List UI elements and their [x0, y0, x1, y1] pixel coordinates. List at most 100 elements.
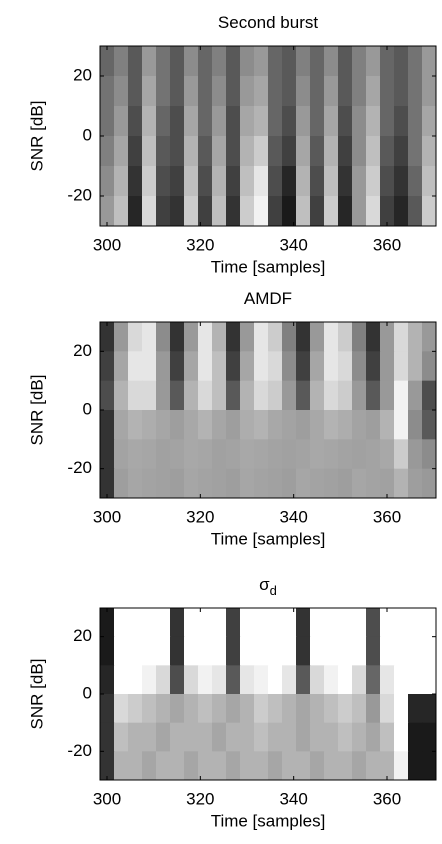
heatmap-cell	[408, 410, 423, 440]
heatmap-cell	[240, 136, 255, 167]
heatmap-cell	[324, 665, 339, 695]
title-text: AMDF	[244, 289, 292, 308]
heatmap-cell	[156, 608, 171, 638]
heatmap-cell	[142, 322, 157, 352]
heatmap-cell	[310, 468, 325, 498]
heatmap-cell	[240, 636, 255, 666]
heatmap-cell	[366, 106, 381, 137]
heatmap-cell	[352, 351, 367, 382]
heatmap-cell	[296, 106, 311, 137]
title-text: Second burst	[218, 13, 318, 32]
heatmap-cell	[338, 439, 353, 470]
heatmap-cell	[268, 468, 283, 498]
heatmap-cell	[296, 608, 311, 638]
heatmap-cell	[422, 722, 436, 752]
x-tick-label: 300	[93, 235, 121, 254]
heatmap-cell	[282, 694, 297, 724]
x-tick-label: 340	[279, 789, 307, 808]
heatmap-cell	[366, 46, 381, 77]
heatmap-cell	[352, 468, 367, 498]
y-tick-label: -20	[67, 458, 92, 477]
heatmap-cell	[198, 106, 213, 137]
heatmap-cell	[170, 76, 185, 107]
heatmap-cell	[324, 694, 339, 724]
heatmap-cell	[100, 468, 115, 498]
x-axis-label: Time [samples]	[211, 811, 326, 830]
heatmap-cell	[352, 665, 367, 695]
heatmap-cell	[324, 439, 339, 470]
heatmap-cell	[338, 636, 353, 666]
heatmap-cell	[380, 196, 395, 226]
heatmap-cell	[142, 46, 157, 77]
heatmap-cell	[282, 439, 297, 470]
heatmap-cell	[114, 665, 129, 695]
heatmap-cell	[422, 322, 436, 352]
heatmap-cell	[212, 380, 227, 411]
heatmap-cell	[310, 76, 325, 107]
heatmap-cell	[240, 322, 255, 352]
heatmap-cell	[184, 636, 199, 666]
heatmap-cell	[170, 106, 185, 137]
heatmap-cell	[366, 694, 381, 724]
heatmap-cell	[338, 351, 353, 382]
heatmap-cell	[254, 694, 269, 724]
heatmap-cell	[268, 351, 283, 382]
heatmap-cell	[254, 351, 269, 382]
heatmap-cell	[170, 751, 185, 780]
heatmap-cell	[422, 166, 436, 197]
heatmap-cell	[338, 751, 353, 780]
heatmap-cell	[198, 380, 213, 411]
y-tick-label: -20	[67, 741, 92, 760]
heatmap-cell	[324, 636, 339, 666]
heatmap-cell	[366, 351, 381, 382]
y-axis-label: SNR [dB]	[27, 659, 46, 730]
heatmap-cell	[212, 196, 227, 226]
heatmap-cell	[408, 166, 423, 197]
x-tick-label: 320	[186, 507, 214, 526]
heatmap-cell	[114, 694, 129, 724]
heatmap-cell	[254, 439, 269, 470]
heatmap-cell	[366, 665, 381, 695]
heatmap-cell	[310, 665, 325, 695]
heatmap-cell	[254, 380, 269, 411]
heatmap-cell	[394, 694, 409, 724]
heatmap-cell	[338, 665, 353, 695]
heatmap-cell	[296, 46, 311, 77]
heatmap-cell	[212, 351, 227, 382]
heatmap-cell	[310, 166, 325, 197]
heatmap-cell	[128, 166, 143, 197]
heatmap-cell	[324, 410, 339, 440]
heatmap-cell	[142, 751, 157, 780]
heatmap-cell	[156, 751, 171, 780]
heatmap-cell	[268, 636, 283, 666]
heatmap-cell	[268, 608, 283, 638]
x-tick-label: 320	[186, 235, 214, 254]
heatmap-cell	[114, 322, 129, 352]
heatmap-cell	[128, 751, 143, 780]
heatmap-cell	[212, 439, 227, 470]
heatmap-cell	[184, 694, 199, 724]
heatmap-cell	[352, 608, 367, 638]
heatmap-cell	[338, 694, 353, 724]
heatmap-cell	[142, 439, 157, 470]
heatmap-cell	[128, 322, 143, 352]
heatmap-cell	[338, 46, 353, 77]
heatmap-cell	[198, 46, 213, 77]
heatmap-cell	[268, 380, 283, 411]
heatmap-cell	[394, 665, 409, 695]
heatmap-cell	[100, 166, 115, 197]
heatmap-cell	[170, 636, 185, 666]
heatmap-cell	[184, 468, 199, 498]
heatmap-cell	[422, 196, 436, 226]
heatmap-cell	[324, 322, 339, 352]
heatmap-cell	[380, 694, 395, 724]
heatmap-cell	[408, 439, 423, 470]
heatmap-cell	[380, 665, 395, 695]
heatmap-cell	[324, 46, 339, 77]
heatmap-cell	[156, 722, 171, 752]
y-tick-label: -20	[67, 185, 92, 204]
heatmap-cell	[142, 106, 157, 137]
heatmap-cell	[184, 76, 199, 107]
heatmap-cell	[156, 76, 171, 107]
heatmap-cell	[408, 665, 423, 695]
